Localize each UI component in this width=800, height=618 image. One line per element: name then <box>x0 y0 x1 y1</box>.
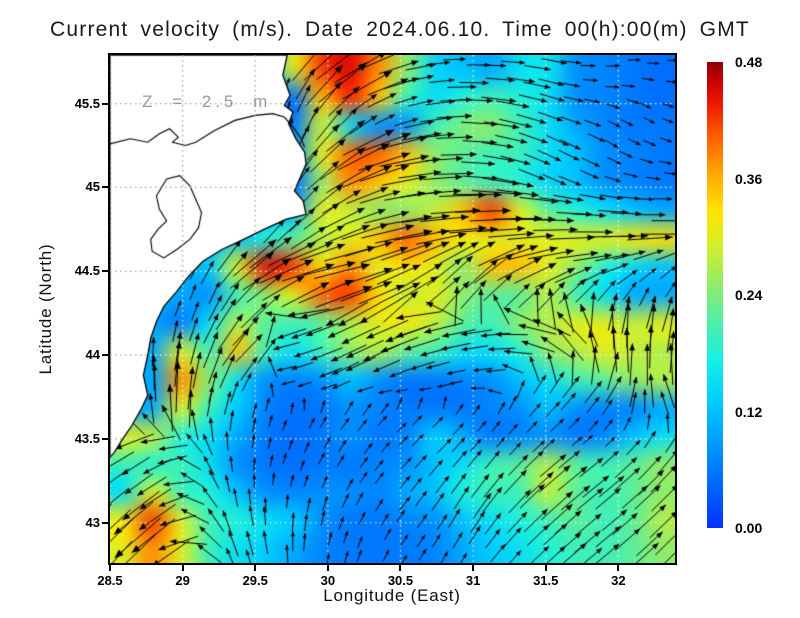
colorbar-tick-label: 0.36 <box>735 170 763 187</box>
x-tick-mark <box>109 565 111 571</box>
chart-title: Current velocity (m/s). Date 2024.06.10.… <box>50 18 750 41</box>
x-tick-label: 29.5 <box>242 573 268 588</box>
x-tick-mark <box>326 565 329 571</box>
x-axis-label: Longitude (East) <box>323 586 461 605</box>
x-tick-mark <box>544 565 547 571</box>
x-tick-label: 31 <box>465 573 481 588</box>
velocity-field-canvas <box>110 55 675 563</box>
colorbar-gradient <box>707 62 723 528</box>
y-tick-label: 45.5 <box>74 95 100 111</box>
x-tick-mark <box>617 565 620 571</box>
y-tick-label: 43.5 <box>74 430 100 446</box>
x-tick-label: 32 <box>611 573 626 588</box>
x-tick-mark <box>181 565 184 571</box>
y-tick-mark <box>102 102 108 105</box>
colorbar-tick-label: 0.24 <box>735 287 763 303</box>
x-tick-mark <box>399 565 402 571</box>
colorbar-tick-label: 0.48 <box>735 54 763 70</box>
x-tick-label: 30.5 <box>387 573 414 588</box>
x-tick-mark <box>472 565 475 571</box>
x-tick-label: 31.5 <box>533 573 559 588</box>
y-tick-mark <box>102 521 108 524</box>
y-tick-label: 44.5 <box>74 263 100 279</box>
x-tick-label: 29 <box>175 573 190 588</box>
x-tick-label: 30 <box>320 573 336 588</box>
y-tick-mark <box>102 186 108 189</box>
y-tick-mark <box>102 437 108 440</box>
y-axis-label: Latitude (North) <box>36 243 55 375</box>
y-tick-label: 43 <box>85 514 100 530</box>
y-tick-mark <box>102 270 108 273</box>
y-tick-mark <box>102 354 108 357</box>
y-tick-label: 44 <box>85 347 100 363</box>
plot-frame <box>108 53 677 565</box>
depth-annotation: Z = 2.5 m <box>142 92 272 111</box>
colorbar-tick-label: 0.00 <box>735 520 763 536</box>
colorbar-tick-label: 0.12 <box>735 403 763 420</box>
x-tick-label: 28.5 <box>97 573 123 588</box>
y-tick-label: 45 <box>85 179 100 195</box>
x-tick-mark <box>254 565 257 571</box>
